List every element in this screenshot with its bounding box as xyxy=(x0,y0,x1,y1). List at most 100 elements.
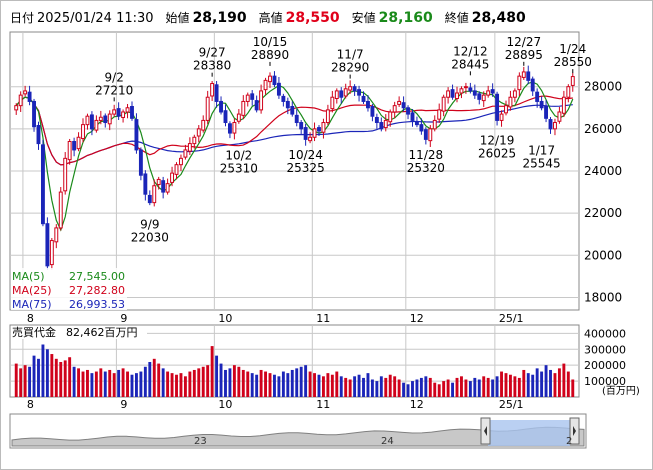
candlestick xyxy=(187,137,192,155)
volume-x-axis: 8 9 10 11 12 25/1 xyxy=(27,398,524,411)
annotation-value: 28380 xyxy=(193,59,231,73)
candle-body xyxy=(361,95,366,102)
volume-bar xyxy=(339,376,343,397)
candlestick xyxy=(521,66,526,80)
candle-body xyxy=(468,87,473,92)
volume-bar xyxy=(259,369,263,397)
volume-bar xyxy=(23,365,27,397)
price-x-tick-label: 25/1 xyxy=(499,312,524,325)
candle-body xyxy=(290,106,295,115)
annotation-date: 1/24 xyxy=(559,42,586,56)
volume-bar xyxy=(77,368,81,397)
candle-body xyxy=(89,114,94,130)
annotation-date: 10/15 xyxy=(253,35,288,49)
candlestick xyxy=(147,190,152,206)
volume-bar xyxy=(317,374,321,397)
candlestick xyxy=(272,71,277,88)
candle-body xyxy=(219,100,223,113)
candlestick xyxy=(486,85,491,98)
volume-bar xyxy=(549,369,552,397)
candlestick xyxy=(330,90,335,113)
candlestick xyxy=(495,91,500,126)
candle-body xyxy=(165,183,170,193)
candle-body xyxy=(325,109,330,124)
candlestick xyxy=(379,117,384,132)
candle-body xyxy=(428,128,433,142)
annotation-date: 11/7 xyxy=(337,48,364,62)
candle-body xyxy=(54,227,59,243)
candle-body xyxy=(40,144,45,225)
candle-body xyxy=(14,105,19,111)
volume-title: 売買代金 xyxy=(12,325,56,339)
volume-bar xyxy=(224,369,227,397)
candle-body xyxy=(486,90,491,96)
candlestick xyxy=(259,84,264,114)
range-navigator[interactable]: 23 24 2 xyxy=(9,413,587,449)
ma-legend: MA(5) 27,545.00 MA(25) 27,282.80 MA(75) … xyxy=(11,268,127,311)
navigator-label-24: 24 xyxy=(381,436,394,447)
candle-body xyxy=(32,100,36,128)
volume-bar xyxy=(393,376,397,397)
candlestick xyxy=(553,118,557,136)
candlestick xyxy=(312,122,317,142)
candlestick xyxy=(138,147,143,181)
candlestick xyxy=(40,139,45,227)
candlestick xyxy=(285,97,290,115)
volume-bar xyxy=(517,377,521,397)
candlestick xyxy=(499,110,504,127)
low-value: 28,160 xyxy=(378,10,433,26)
close-label: 終値 xyxy=(444,11,469,25)
candlestick xyxy=(232,118,237,140)
ma25-line xyxy=(15,95,573,166)
ma75-legend-value: 26,993.53 xyxy=(69,298,125,311)
candlestick xyxy=(121,109,126,123)
volume-bar xyxy=(250,373,254,397)
candle-body xyxy=(495,93,500,121)
volume-bar xyxy=(411,381,414,397)
volume-bar xyxy=(139,371,143,397)
candlestick xyxy=(388,109,393,127)
volume-x-tick-label: 25/1 xyxy=(499,398,524,411)
candle-body xyxy=(138,149,143,176)
volume-bar xyxy=(508,374,512,397)
candlestick xyxy=(183,144,188,160)
candlestick xyxy=(165,178,170,195)
candle-body xyxy=(441,96,446,112)
volume-y-tick-label: 200000 xyxy=(584,359,626,372)
candle-body xyxy=(348,86,353,91)
volume-bar xyxy=(477,379,481,397)
candlestick xyxy=(156,176,161,190)
volume-x-tick-label: 11 xyxy=(316,398,330,411)
annotation-date: 9/9 xyxy=(140,218,159,232)
candlestick xyxy=(366,95,370,112)
navigator-selection[interactable] xyxy=(488,420,570,446)
candlestick xyxy=(512,88,517,103)
candle-body xyxy=(557,111,562,122)
candlestick xyxy=(214,81,219,108)
candlestick xyxy=(103,113,108,128)
candlestick xyxy=(49,238,54,270)
candlestick xyxy=(437,103,442,123)
candlestick xyxy=(254,95,259,113)
candle-body xyxy=(312,128,317,138)
candle-body xyxy=(67,140,72,161)
candlestick xyxy=(36,121,41,150)
candlestick xyxy=(89,111,94,136)
candle-body xyxy=(548,119,553,130)
volume-bar xyxy=(192,369,196,397)
candle-body xyxy=(366,100,370,109)
volume-bar xyxy=(308,371,312,397)
candle-body xyxy=(339,90,344,98)
volume-bar xyxy=(273,374,276,397)
candle-body xyxy=(187,143,192,152)
volume-bar xyxy=(348,379,352,397)
high-value: 28,550 xyxy=(285,10,340,26)
candle-body xyxy=(570,76,575,86)
volume-x-tick-label: 8 xyxy=(27,398,34,411)
volume-bar xyxy=(553,373,557,397)
candle-body xyxy=(76,136,81,150)
candlestick xyxy=(508,90,513,111)
volume-bar xyxy=(571,379,575,397)
candle-body xyxy=(455,92,459,99)
volume-bar xyxy=(451,382,455,397)
